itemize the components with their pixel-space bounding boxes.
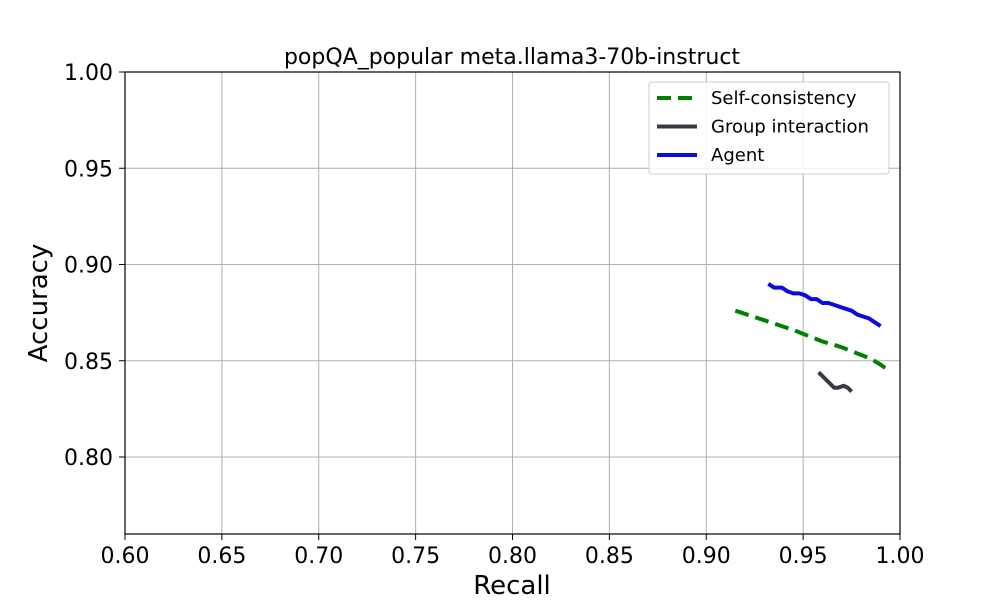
x-tick-label: 0.90: [682, 544, 731, 569]
chart-title: popQA_popular meta.llama3-70b-instruct: [284, 45, 740, 70]
legend-label: Agent: [711, 145, 764, 166]
x-tick-label: 0.80: [488, 544, 537, 569]
series-line-self-consistency: [734, 308, 890, 373]
x-axis-title: Recall: [473, 571, 551, 600]
y-tick-label: 0.95: [64, 157, 113, 182]
series-line-group-interaction: [817, 370, 854, 394]
y-axis-title: Accuracy: [24, 244, 54, 363]
x-tick-label: 0.75: [391, 544, 440, 569]
x-tick-label: 1.00: [876, 544, 925, 569]
series-layer: [734, 282, 890, 394]
y-tick-label: 1.00: [64, 61, 113, 86]
y-tick-label: 0.80: [64, 446, 113, 471]
legend-label: Group interaction: [711, 117, 869, 138]
x-tick-label: 0.60: [101, 544, 150, 569]
y-axis: 0.80 0.85 0.90 0.95 1.00: [64, 61, 125, 471]
x-tick-label: 0.70: [294, 544, 343, 569]
series-line-agent: [767, 282, 882, 328]
y-tick-label: 0.85: [64, 350, 113, 375]
legend-label: Self-consistency: [711, 88, 857, 109]
y-tick-label: 0.90: [64, 254, 113, 279]
x-tick-label: 0.85: [585, 544, 634, 569]
legend-box: [648, 81, 890, 175]
x-axis: 0.60 0.65 0.70 0.75 0.80 0.85 0.90 0.95 1.00: [101, 534, 925, 569]
x-tick-label: 0.95: [779, 544, 828, 569]
x-tick-label: 0.65: [197, 544, 246, 569]
legend: Self-consistency Group interaction Agent: [648, 81, 890, 175]
